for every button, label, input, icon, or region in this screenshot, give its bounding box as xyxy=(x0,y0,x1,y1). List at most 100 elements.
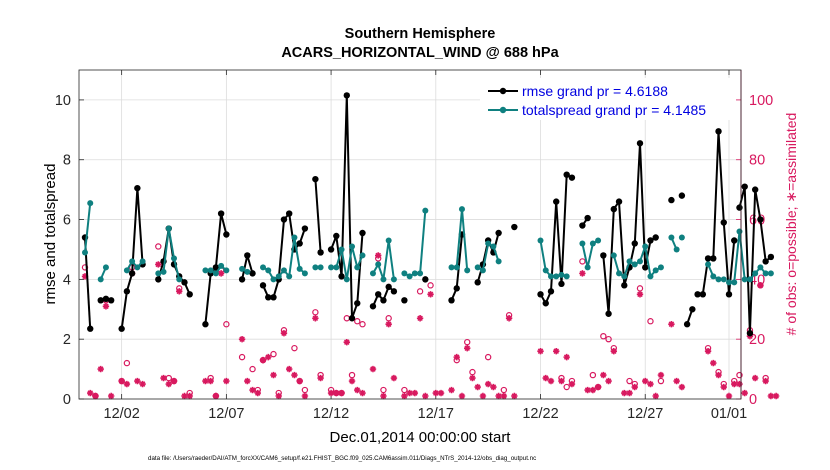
rmse-point xyxy=(249,270,256,277)
totalspread-point xyxy=(705,261,712,268)
obs-assimilated-marker xyxy=(720,383,727,391)
totalspread-point xyxy=(165,225,172,232)
obs-assimilated-marker xyxy=(265,353,272,361)
obs-possible-marker xyxy=(563,383,570,391)
totalspread-point xyxy=(385,237,392,244)
obs-possible-marker xyxy=(354,318,361,325)
obs-assimilated-marker xyxy=(160,374,167,382)
obs-assimilated-marker xyxy=(495,392,502,400)
totalspread-point xyxy=(354,264,361,271)
obs-assimilated-marker xyxy=(385,321,392,328)
rmse-point xyxy=(338,273,345,280)
totalspread-point xyxy=(563,273,570,280)
obs-assimilated-marker xyxy=(87,389,94,397)
obs-assimilated-marker xyxy=(249,386,256,394)
obs-count-markers xyxy=(81,243,780,400)
rmse-point xyxy=(380,297,387,304)
obs-assimilated-marker xyxy=(301,392,309,400)
totalspread-point xyxy=(333,264,340,271)
obs-assimilated-marker xyxy=(380,392,387,400)
y-tick-label: 2 xyxy=(63,332,71,348)
totalspread-point xyxy=(757,264,764,271)
obs-assimilated-marker xyxy=(568,380,576,388)
obs-assimilated-marker xyxy=(453,353,460,361)
totalspread-point xyxy=(286,273,293,280)
obs-possible-marker xyxy=(484,353,492,361)
rmse-point xyxy=(238,276,246,283)
y2-tick-label: 0 xyxy=(749,392,757,408)
obs-assimilated-marker xyxy=(202,377,209,385)
obs-possible-marker xyxy=(500,386,508,394)
obs-assimilated-marker xyxy=(359,389,366,397)
totalspread-point xyxy=(453,264,460,271)
obs-assimilated-marker xyxy=(594,383,602,391)
obs-assimilated-marker xyxy=(469,374,476,382)
totalspread-point xyxy=(673,246,680,253)
totalspread-point xyxy=(312,264,319,271)
obs-assimilated-marker xyxy=(155,261,162,268)
obs-assimilated-marker xyxy=(563,353,570,361)
rmse-point xyxy=(155,276,162,283)
rmse-point xyxy=(631,240,638,247)
y-tick-label: 4 xyxy=(63,272,71,288)
obs-assimilated-marker xyxy=(751,374,759,382)
rmse-point xyxy=(652,234,659,241)
rmse-point xyxy=(600,252,607,259)
totalspread-point xyxy=(652,267,659,274)
totalspread-point xyxy=(752,270,759,277)
y-tick-label: 6 xyxy=(63,213,71,229)
rmse-point xyxy=(621,282,628,289)
totalspread-point xyxy=(458,206,465,213)
rmse-point xyxy=(123,288,131,295)
obs-assimilated-marker xyxy=(170,377,178,385)
obs-assimilated-marker xyxy=(458,392,466,400)
obs-assimilated-marker xyxy=(715,371,722,379)
totalspread-point xyxy=(589,240,596,247)
obs-assimilated-marker xyxy=(139,380,146,388)
rmse-point xyxy=(134,184,141,192)
legend-label: rmse grand pr = 4.6188 xyxy=(522,83,668,99)
obs-assimilated-marker xyxy=(725,392,733,400)
totalspread-point xyxy=(584,264,591,271)
obs-assimilated-marker xyxy=(343,338,350,346)
obs-assimilated-marker xyxy=(464,344,471,352)
totalspread-point xyxy=(553,273,560,280)
totalspread-line xyxy=(84,202,92,253)
totalspread-point xyxy=(736,228,743,235)
rmse-line xyxy=(314,179,322,253)
obs-possible-marker xyxy=(605,335,612,343)
obs-assimilated-marker xyxy=(448,386,455,394)
obs-assimilated-marker xyxy=(238,335,246,343)
x-tick-label: 12/22 xyxy=(522,406,558,422)
y-tick-label: 10 xyxy=(55,93,71,109)
obs-assimilated-marker xyxy=(427,291,434,298)
obs-assimilated-marker xyxy=(181,392,188,400)
x-axis-label: Dec.01,2014 00:00:00 start xyxy=(330,429,512,446)
rmse-point xyxy=(390,288,398,295)
obs-assimilated-marker xyxy=(212,392,220,400)
obs-assimilated-marker xyxy=(704,347,712,355)
totalspread-point xyxy=(369,270,376,277)
totalspread-point xyxy=(160,268,167,275)
obs-assimilated-marker xyxy=(631,383,638,391)
obs-assimilated-marker xyxy=(621,389,628,397)
rmse-point xyxy=(563,171,570,178)
obs-assimilated-marker xyxy=(317,374,324,382)
totalspread-point xyxy=(479,267,486,274)
rmse-point xyxy=(751,186,759,193)
rmse-point xyxy=(422,276,429,283)
totalspread-point xyxy=(542,267,549,274)
rmse-point xyxy=(694,291,701,298)
totalspread-point xyxy=(291,234,298,241)
legend-marker xyxy=(499,106,507,114)
rmse-point xyxy=(348,315,356,322)
totalspread-point xyxy=(343,276,350,283)
rmse-point xyxy=(720,219,727,226)
totalspread-point xyxy=(171,255,178,262)
obs-assimilated-marker xyxy=(312,315,319,322)
rmse-point xyxy=(401,297,408,304)
obs-assimilated-marker xyxy=(134,377,141,385)
totalspread-point xyxy=(260,264,267,271)
obs-assimilated-marker xyxy=(291,371,298,379)
legend: rmse grand pr = 4.6188 totalspread grand … xyxy=(480,78,736,120)
